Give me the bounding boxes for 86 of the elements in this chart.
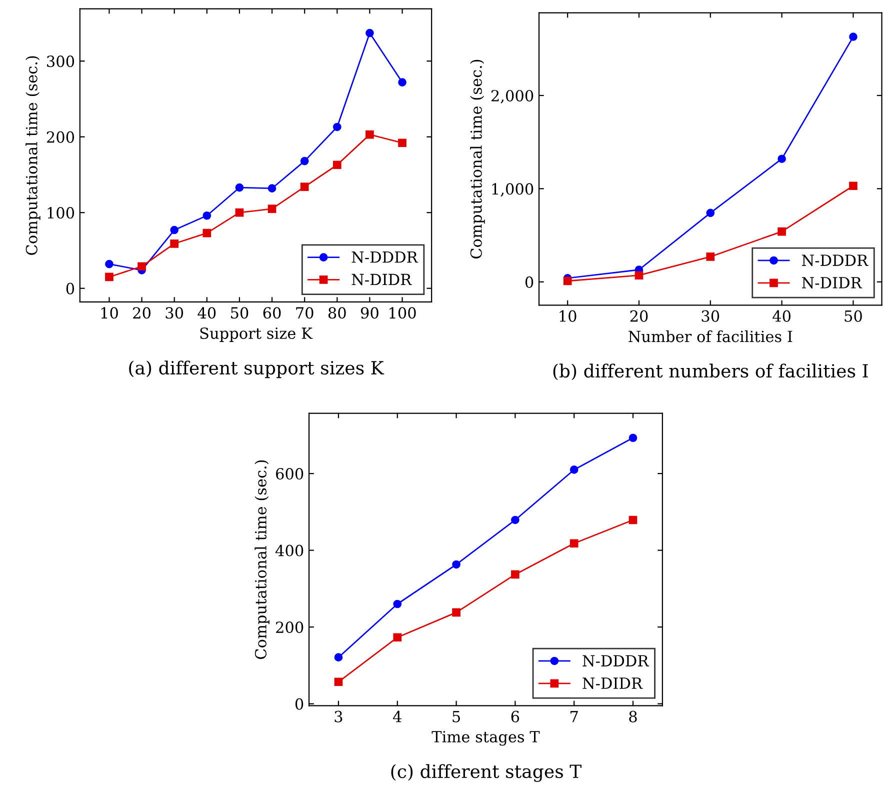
point <box>138 262 146 271</box>
x-tick-label: 30 <box>702 310 720 322</box>
x-tick-label: 40 <box>198 307 216 319</box>
x-tick-label: 50 <box>844 310 862 322</box>
point <box>778 154 786 164</box>
point <box>570 466 578 474</box>
legend-label: N-DIDR <box>802 277 862 288</box>
point <box>778 227 786 236</box>
point <box>300 182 309 191</box>
x-tick-label: 20 <box>133 307 150 319</box>
x-tick-label: 30 <box>166 307 184 319</box>
y-tick-label: 0 <box>295 698 304 710</box>
x-tick-label: 8 <box>629 710 637 722</box>
point <box>706 208 715 218</box>
y-tick-label: 1,000 <box>492 183 534 197</box>
y-tick-label: 600 <box>276 468 304 480</box>
y-tick-label: 200 <box>276 621 304 634</box>
y-tick-label: 0 <box>525 276 534 288</box>
x-tick-label: 5 <box>452 711 460 722</box>
x-tick-label: 20 <box>630 310 648 322</box>
point <box>105 260 114 268</box>
point <box>268 184 276 193</box>
point <box>706 252 715 261</box>
x-tick-label: 70 <box>296 307 314 319</box>
point <box>628 434 638 442</box>
point <box>398 138 406 148</box>
y-axis-title: Computational time (sec.) <box>26 56 40 255</box>
x-tick-label: 60 <box>263 307 281 319</box>
x-tick-label: 7 <box>570 711 578 722</box>
y-tick-label: 400 <box>275 544 304 556</box>
x-tick-label: 6 <box>511 710 520 722</box>
point <box>393 600 402 608</box>
text: (c) different stages T <box>391 764 582 782</box>
x-tick-label: 40 <box>772 310 791 322</box>
point <box>332 160 342 170</box>
point <box>398 78 406 86</box>
point <box>170 226 179 234</box>
text: (b) different numbers of facilities I <box>553 364 868 380</box>
point <box>334 678 343 686</box>
y-axis-title: Computational time (sec.) <box>470 60 485 259</box>
y-tick-label: 200 <box>46 131 74 143</box>
point <box>511 516 520 524</box>
y-tick-label: 300 <box>47 56 74 68</box>
y-tick-label: 100 <box>48 207 74 219</box>
point <box>366 130 374 139</box>
legend-label: N-DIDR <box>352 274 412 286</box>
point <box>511 570 520 579</box>
legend-label: N-DDDR <box>352 251 418 263</box>
point <box>570 539 578 548</box>
point <box>334 653 343 662</box>
x-tick-label: 10 <box>560 310 576 322</box>
point <box>202 211 212 220</box>
legend-label: N-DDDR <box>582 655 650 667</box>
point <box>170 239 179 248</box>
point <box>366 28 374 38</box>
y-tick-label: 2,000 <box>491 90 534 104</box>
point <box>452 560 460 569</box>
x-tick-label: 100 <box>390 307 416 319</box>
x-tick-label: 90 <box>360 307 378 319</box>
x-axis-title: Number of facilities I <box>628 330 792 342</box>
x-tick-label: 4 <box>392 710 402 722</box>
point <box>393 633 402 642</box>
point <box>105 272 114 282</box>
point <box>268 204 276 213</box>
legend-label: N-DIDR <box>582 678 643 689</box>
x-tick-label: 3 <box>334 710 342 722</box>
point <box>300 156 309 166</box>
point <box>634 271 644 280</box>
point <box>849 182 858 190</box>
point <box>452 608 460 617</box>
x-axis-title: Time stages T <box>432 731 540 746</box>
point <box>332 122 342 132</box>
y-axis-title: Computational time (sec.) <box>254 460 270 660</box>
point <box>202 228 212 238</box>
point <box>628 516 638 524</box>
x-tick-label: 80 <box>328 307 346 319</box>
legend-label: N-DDDR <box>802 254 868 266</box>
text: (a) different support sizes K <box>129 360 384 378</box>
point <box>563 276 572 286</box>
x-tick-label: 50 <box>231 307 248 319</box>
y-tick-label: 0 <box>66 282 74 294</box>
point <box>235 183 244 192</box>
x-axis-title: Support size K <box>200 327 313 342</box>
point <box>235 208 244 217</box>
x-tick-label: 10 <box>101 307 118 319</box>
point <box>849 32 858 41</box>
